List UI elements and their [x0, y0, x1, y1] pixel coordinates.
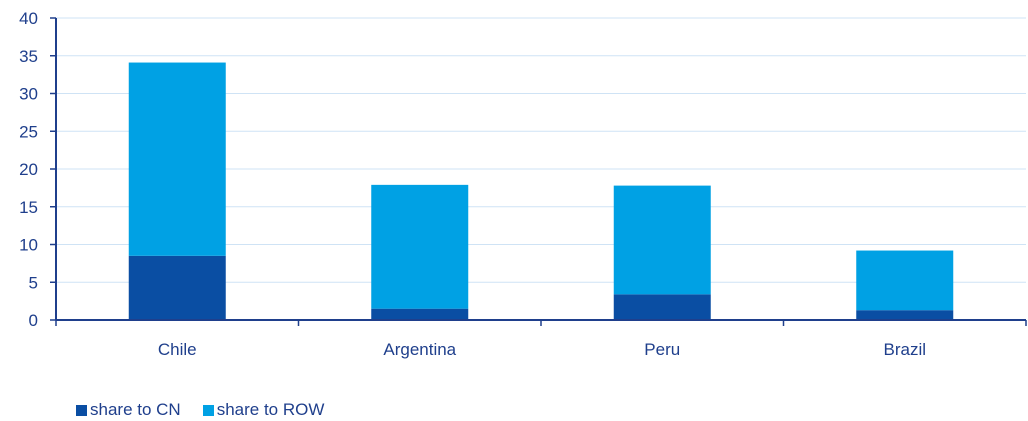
legend-swatch-cn	[76, 404, 87, 416]
bar-peru-cn	[613, 294, 711, 320]
legend: share to CN share to ROW	[76, 400, 324, 420]
x-category-label: Brazil	[883, 340, 926, 359]
legend-item-cn: share to CN	[76, 400, 181, 420]
x-category-label: Chile	[158, 340, 197, 359]
bar-brazil-cn	[856, 310, 954, 320]
bar-argentina-row	[371, 184, 469, 309]
axes	[50, 17, 1027, 326]
x-category-labels: Chile Argentina Peru Brazil	[158, 340, 926, 359]
bar-argentina-cn	[371, 308, 469, 320]
legend-swatch-row	[202, 404, 214, 416]
legend-label-cn: share to CN	[90, 400, 181, 419]
y-tick-label: 20	[19, 160, 38, 179]
y-tick-label: 0	[29, 311, 38, 330]
y-tick-label: 10	[19, 236, 38, 255]
legend-label-row: share to ROW	[216, 400, 325, 419]
bar-chile-row	[128, 62, 226, 256]
y-tick-label: 35	[19, 47, 38, 66]
bar-chile-cn	[128, 255, 226, 320]
bar-brazil-row	[856, 250, 954, 311]
y-tick-label: 15	[19, 198, 38, 217]
bars	[128, 62, 954, 320]
stacked-bar-chart: 0 5 10 15 20 25 30 35 40 Chile Argentina Peru Brazi…	[19, 9, 1027, 359]
y-tick-label: 25	[19, 122, 38, 141]
y-tick-labels: 0 5 10 15 20 25 30 35 40	[19, 9, 38, 330]
x-category-label: Argentina	[383, 340, 456, 359]
y-tick-label: 40	[19, 9, 38, 28]
y-tick-label: 5	[29, 273, 38, 292]
y-tick-label: 30	[19, 85, 38, 104]
x-category-label: Peru	[644, 340, 680, 359]
bar-peru-row	[613, 185, 711, 295]
legend-item-row: share to ROW	[202, 400, 325, 420]
